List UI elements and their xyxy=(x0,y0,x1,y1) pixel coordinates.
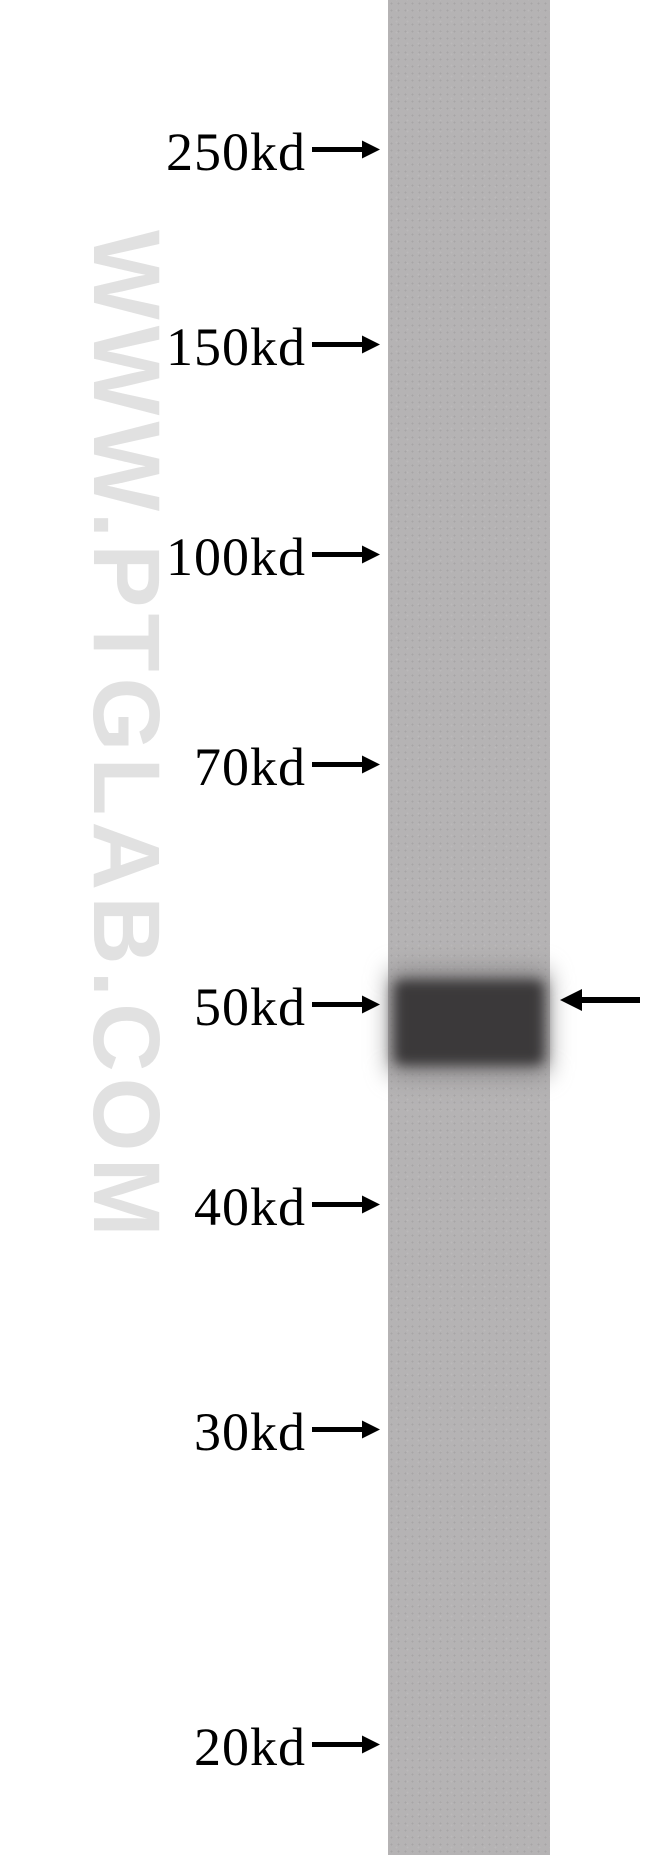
mw-marker: 30kd xyxy=(194,1400,380,1465)
arrow-right-icon xyxy=(312,991,380,1023)
mw-marker-label: 20kd xyxy=(194,1716,306,1778)
arrow-right-icon xyxy=(312,331,380,363)
mw-marker: 20kd xyxy=(194,1715,380,1780)
arrow-right-icon xyxy=(312,1731,380,1763)
arrow-right-icon xyxy=(312,1191,380,1223)
arrow-right-icon xyxy=(312,541,380,573)
mw-marker-label: 70kd xyxy=(194,736,306,798)
result-arrow-icon xyxy=(560,984,640,1021)
mw-marker-label: 40kd xyxy=(194,1176,306,1238)
arrow-right-icon xyxy=(312,1416,380,1448)
mw-marker: 150kd xyxy=(167,315,380,380)
protein-band xyxy=(394,980,544,1065)
arrow-right-icon xyxy=(312,136,380,168)
mw-marker: 250kd xyxy=(167,120,380,185)
mw-marker: 100kd xyxy=(167,525,380,590)
mw-marker-label: 250kd xyxy=(166,121,306,183)
blot-lane xyxy=(388,0,550,1855)
mw-marker-label: 150kd xyxy=(166,316,306,378)
mw-marker: 50kd xyxy=(194,975,380,1040)
mw-marker: 40kd xyxy=(194,1175,380,1240)
mw-marker: 70kd xyxy=(194,735,380,800)
watermark-text: WWW.PTGLAB.COM xyxy=(71,230,180,1243)
arrow-right-icon xyxy=(312,751,380,783)
mw-marker-label: 100kd xyxy=(166,526,306,588)
mw-marker-label: 30kd xyxy=(194,1401,306,1463)
mw-marker-label: 50kd xyxy=(194,976,306,1038)
